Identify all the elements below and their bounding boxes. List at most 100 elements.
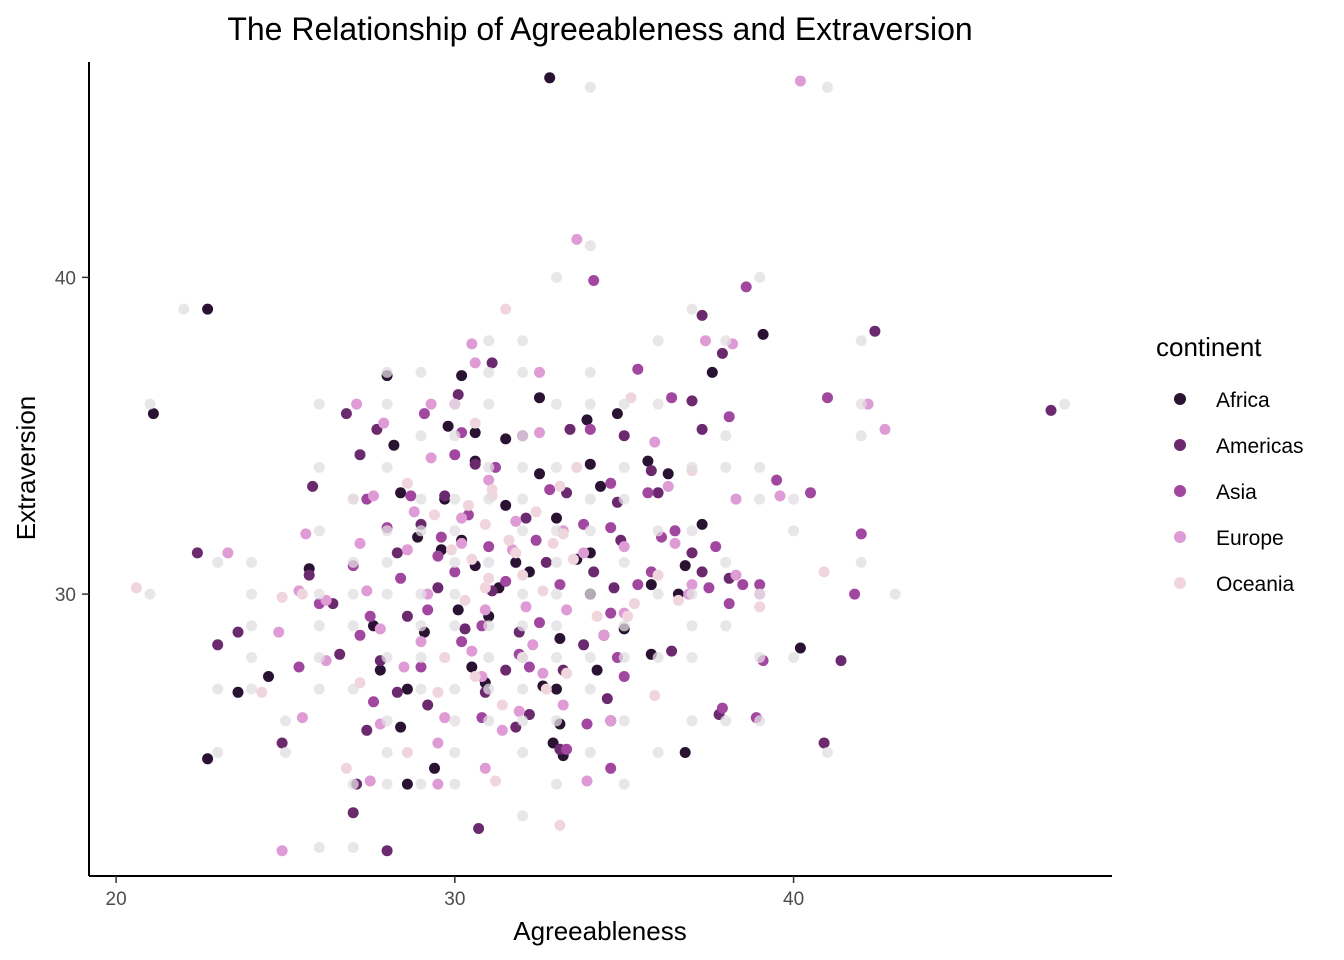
point-oceania [313, 588, 325, 600]
point-africa [500, 433, 512, 445]
point-asia [449, 566, 461, 578]
point-asia [364, 610, 376, 622]
point-europe [534, 427, 545, 439]
x-tick-label: 20 [106, 889, 127, 910]
point-africa [679, 747, 691, 758]
point-oceania [381, 366, 393, 378]
point-europe [364, 775, 376, 787]
point-europe [700, 335, 711, 347]
point-oceania [551, 715, 562, 727]
point-europe [479, 762, 491, 774]
point-africa [466, 661, 478, 673]
point-americas [486, 357, 498, 369]
point-oceania [449, 620, 461, 632]
point-oceania [686, 525, 698, 537]
point-europe [537, 667, 549, 679]
point-oceania [466, 553, 478, 565]
point-americas [432, 582, 444, 594]
series-europe [222, 75, 891, 857]
point-oceania [459, 594, 471, 606]
point-americas [608, 582, 620, 594]
y-tick-label: 30 [55, 585, 76, 606]
point-oceania [483, 683, 495, 695]
point-oceania [652, 652, 664, 663]
point-oceania [313, 652, 325, 663]
point-oceania [381, 398, 393, 410]
point-oceania [144, 398, 156, 410]
point-oceania [618, 620, 630, 632]
point-oceania [246, 556, 258, 568]
series-oceania-faint [144, 81, 1071, 853]
point-oceania [313, 525, 325, 537]
point-asia [418, 408, 430, 420]
legend-key-asia [1174, 485, 1186, 497]
point-oceania [483, 572, 495, 584]
point-oceania [483, 620, 495, 632]
point-oceania [347, 556, 359, 568]
point-africa [263, 671, 274, 682]
point-oceania [591, 610, 603, 622]
point-oceania [483, 461, 495, 473]
point-asia [581, 718, 593, 730]
legend-key-americas [1174, 439, 1186, 451]
point-europe [561, 604, 573, 616]
point-africa [429, 762, 440, 774]
point-europe [618, 541, 630, 553]
point-oceania [449, 683, 461, 695]
point-oceania [517, 810, 529, 822]
x-axis-title: Agreeableness [513, 916, 686, 946]
point-oceania [449, 430, 461, 442]
point-oceania [517, 461, 529, 473]
point-oceania [686, 303, 698, 315]
point-oceania [1059, 398, 1071, 410]
legend-key-oceania [1174, 577, 1186, 589]
point-asia [422, 604, 434, 616]
point-europe [527, 639, 539, 651]
point-asia [666, 392, 678, 404]
point-americas [422, 699, 434, 711]
point-oceania [584, 683, 596, 695]
point-asia [588, 275, 600, 286]
point-oceania [517, 525, 529, 537]
point-oceania [483, 715, 495, 727]
point-oceania [381, 525, 393, 537]
point-asia [605, 607, 617, 619]
point-oceania [415, 620, 427, 632]
point-europe [598, 629, 610, 641]
point-africa [401, 683, 413, 695]
point-europe [456, 512, 468, 524]
point-africa [147, 408, 159, 420]
point-americas [191, 547, 203, 559]
legend-key-europe [1174, 531, 1186, 543]
point-asia [415, 661, 427, 673]
point-oceania [540, 683, 552, 695]
point-africa [544, 72, 556, 84]
point-oceania [686, 652, 698, 663]
point-oceania [652, 747, 664, 758]
point-oceania [547, 537, 559, 549]
point-americas [391, 686, 403, 698]
point-asia [642, 487, 654, 499]
point-africa [551, 512, 562, 524]
point-asia [395, 572, 407, 584]
legend: continent Africa Americas Asia Europe Oceani… [1156, 332, 1304, 596]
series-asia [293, 275, 867, 774]
point-europe [649, 436, 661, 448]
point-europe [557, 699, 569, 711]
point-asia [483, 541, 495, 553]
point-africa [581, 414, 593, 426]
point-europe [686, 579, 698, 591]
point-oceania [280, 747, 291, 758]
point-oceania [503, 534, 515, 546]
point-oceania [313, 842, 325, 853]
point-africa [202, 753, 214, 765]
point-americas [1045, 404, 1057, 416]
point-oceania [280, 715, 291, 727]
x-tick-label: 30 [444, 889, 465, 910]
point-americas [391, 547, 403, 559]
point-europe [879, 423, 891, 435]
point-americas [652, 487, 664, 499]
point-asia [632, 363, 644, 375]
point-oceania [381, 747, 393, 758]
